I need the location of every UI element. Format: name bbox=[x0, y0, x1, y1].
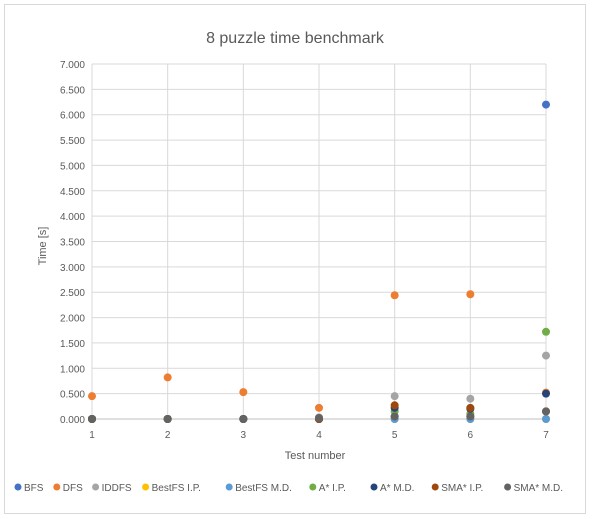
x-tick-label: 2 bbox=[165, 430, 171, 441]
y-tick-label: 6.500 bbox=[60, 85, 85, 96]
legend-marker bbox=[504, 483, 512, 491]
y-tick-label: 1.500 bbox=[60, 339, 85, 350]
legend-label: SMA* I.P. bbox=[441, 483, 483, 494]
y-tick-label: 1.000 bbox=[60, 364, 85, 375]
y-tick-label: 6.000 bbox=[60, 111, 85, 122]
legend-marker bbox=[14, 483, 22, 491]
data-point bbox=[542, 351, 550, 360]
data-points bbox=[88, 100, 550, 423]
legend-label: DFS bbox=[63, 483, 83, 494]
y-tick-label: 2.000 bbox=[60, 314, 85, 325]
data-point bbox=[239, 388, 248, 397]
data-point bbox=[315, 403, 323, 412]
y-tick-label: 7.000 bbox=[60, 60, 85, 71]
y-tick-label: 5.500 bbox=[60, 136, 85, 147]
y-tick-label: 0.500 bbox=[60, 390, 85, 401]
tick-labels: 0.000 0.500 1.000 1.500 2.000 2.500 3.000 3.500… bbox=[60, 60, 549, 441]
data-point bbox=[542, 100, 550, 109]
y-tick-label: 4.000 bbox=[60, 212, 85, 223]
x-axis-title: Test number bbox=[285, 450, 346, 462]
x-tick-label: 1 bbox=[89, 430, 95, 441]
legend: BFS DFS IDDFS BestFS I.P. BestFS M.D. A* I.P.… bbox=[14, 483, 563, 494]
y-tick-label: 0.000 bbox=[60, 415, 85, 426]
x-tick-label: 7 bbox=[543, 430, 549, 441]
legend-marker bbox=[431, 483, 439, 491]
x-tick-label: 5 bbox=[392, 430, 398, 441]
data-point bbox=[466, 412, 475, 421]
x-tick-label: 4 bbox=[316, 430, 322, 441]
data-point bbox=[390, 412, 399, 421]
data-point bbox=[163, 415, 172, 423]
y-tick-label: 3.500 bbox=[60, 238, 85, 249]
data-point bbox=[390, 392, 399, 401]
legend-marker bbox=[53, 483, 61, 491]
chart-frame: 8 puzzle time benchmark 0.000 0.500 1.000 1… bbox=[4, 4, 586, 514]
legend-marker bbox=[370, 483, 378, 491]
y-tick-label: 2.500 bbox=[60, 288, 85, 299]
legend-label: BFS bbox=[24, 483, 44, 494]
scatter-chart: 8 puzzle time benchmark 0.000 0.500 1.000 1… bbox=[14, 30, 563, 494]
legend-marker bbox=[142, 483, 150, 491]
legend-label: IDDFS bbox=[102, 483, 132, 494]
data-point bbox=[542, 389, 550, 398]
data-point bbox=[466, 394, 475, 403]
data-point bbox=[315, 413, 323, 422]
data-point bbox=[88, 392, 96, 401]
x-tick-label: 3 bbox=[241, 430, 247, 441]
legend-marker bbox=[92, 483, 100, 491]
y-tick-label: 3.000 bbox=[60, 263, 85, 274]
data-point bbox=[163, 373, 172, 382]
legend-marker bbox=[225, 483, 233, 491]
chart-title: 8 puzzle time benchmark bbox=[206, 30, 385, 47]
legend-label: BestFS M.D. bbox=[235, 483, 292, 494]
y-axis-title: Time [s] bbox=[37, 227, 49, 266]
data-point bbox=[390, 291, 399, 300]
data-point bbox=[542, 407, 550, 416]
data-point bbox=[390, 401, 399, 410]
data-point bbox=[466, 290, 475, 299]
y-tick-label: 4.500 bbox=[60, 187, 85, 198]
legend-label: A* M.D. bbox=[380, 483, 414, 494]
data-point bbox=[239, 415, 248, 423]
legend-label: A* I.P. bbox=[319, 483, 346, 494]
legend-label: SMA* M.D. bbox=[514, 483, 563, 494]
data-point bbox=[542, 327, 550, 336]
data-point bbox=[466, 403, 475, 412]
data-point bbox=[542, 415, 550, 423]
x-tick-label: 6 bbox=[468, 430, 474, 441]
legend-label: BestFS I.P. bbox=[152, 483, 201, 494]
data-point bbox=[88, 415, 96, 423]
gridlines bbox=[91, 63, 547, 420]
legend-marker bbox=[309, 483, 317, 491]
y-tick-label: 5.000 bbox=[60, 161, 85, 172]
